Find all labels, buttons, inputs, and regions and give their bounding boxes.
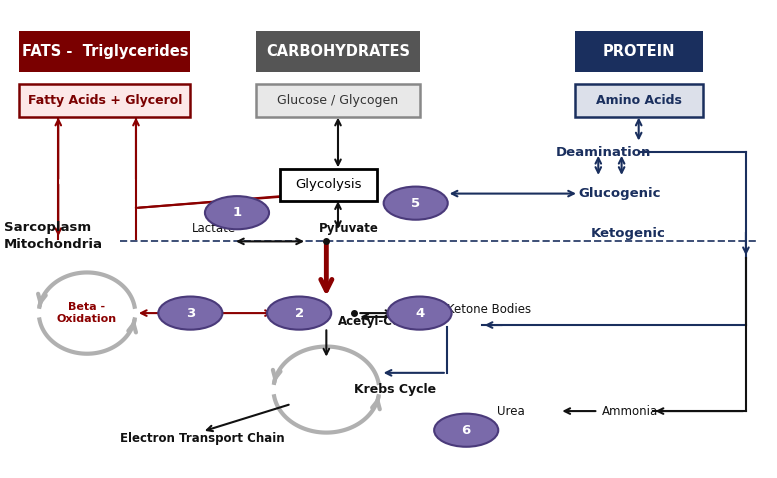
Text: Glycolysis: Glycolysis (295, 178, 361, 191)
Text: FATS -  Triglycerides: FATS - Triglycerides (22, 44, 188, 59)
FancyBboxPatch shape (256, 84, 420, 117)
Text: CARBOHYDRATES: CARBOHYDRATES (266, 44, 410, 59)
Text: Acetyl-CoA: Acetyl-CoA (338, 315, 410, 328)
Text: Lactate: Lactate (192, 222, 235, 235)
Ellipse shape (434, 413, 498, 447)
Ellipse shape (159, 296, 222, 330)
Text: Glucogenic: Glucogenic (579, 187, 661, 200)
Text: Ketogenic: Ketogenic (591, 227, 665, 240)
Text: Ammonia: Ammonia (602, 404, 658, 418)
Ellipse shape (205, 196, 269, 229)
Text: Mitochondria: Mitochondria (4, 238, 103, 251)
Text: Glucose / Glycogen: Glucose / Glycogen (277, 94, 399, 107)
Text: 1: 1 (232, 206, 242, 219)
Text: 5: 5 (411, 196, 420, 210)
Text: Amino Acids: Amino Acids (596, 94, 682, 107)
FancyBboxPatch shape (19, 31, 190, 72)
Text: 2: 2 (294, 306, 304, 320)
Text: Deamination: Deamination (556, 145, 651, 159)
Text: Sarcoplasm: Sarcoplasm (4, 220, 91, 234)
Text: Ketone Bodies: Ketone Bodies (447, 303, 531, 316)
Text: 3: 3 (186, 306, 195, 320)
Text: 6: 6 (462, 424, 471, 437)
Text: Electron Transport Chain: Electron Transport Chain (120, 432, 285, 445)
Text: 4: 4 (415, 306, 424, 320)
Ellipse shape (388, 296, 451, 330)
Ellipse shape (384, 186, 448, 220)
FancyBboxPatch shape (575, 84, 703, 117)
Text: Urea: Urea (497, 404, 524, 418)
Text: PROTEIN: PROTEIN (603, 44, 675, 59)
FancyBboxPatch shape (256, 31, 420, 72)
FancyBboxPatch shape (280, 169, 377, 201)
Text: Pyruvate: Pyruvate (319, 222, 378, 235)
Text: Fatty Acids + Glycerol: Fatty Acids + Glycerol (28, 94, 182, 107)
FancyBboxPatch shape (19, 84, 190, 117)
Text: Beta -
Oxidation: Beta - Oxidation (57, 302, 117, 324)
Ellipse shape (267, 296, 331, 330)
FancyBboxPatch shape (575, 31, 703, 72)
Text: Krebs Cycle: Krebs Cycle (354, 383, 436, 396)
